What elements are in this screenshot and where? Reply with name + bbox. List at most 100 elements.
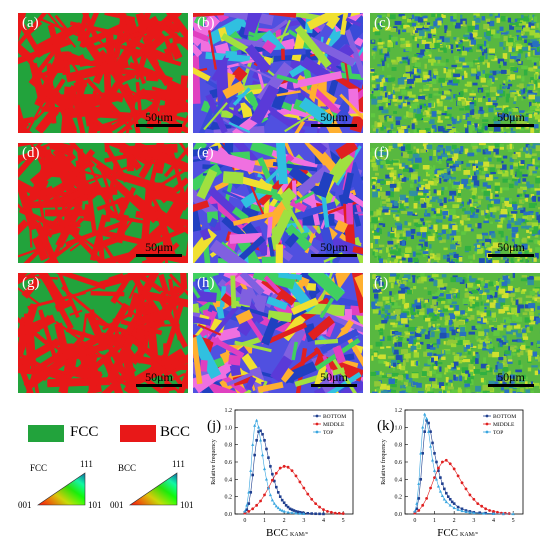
legend-label: MIDDLE: [493, 422, 515, 428]
data-point: [429, 486, 432, 490]
data-point: [314, 502, 318, 505]
data-point: [431, 441, 434, 445]
data-point: [284, 504, 288, 507]
data-point: [290, 469, 294, 473]
data-point: [251, 473, 254, 477]
data-point: [292, 509, 296, 512]
scale-bar-label: 50μm: [320, 370, 348, 384]
micrograph-panel-g: (g) 50μm: [18, 273, 188, 393]
data-point: [432, 468, 437, 472]
fcc-ipf-triangle-legend: FCC 111 001 101: [0, 455, 102, 515]
bcc-ipf-triangle-legend: BCC 111 001 101: [100, 455, 200, 515]
series-line-bottom: [414, 419, 504, 515]
data-point: [439, 476, 442, 479]
scale-bar-label: 50μm: [497, 370, 525, 384]
data-point: [306, 492, 310, 496]
kam-map-image: [370, 273, 540, 393]
data-point: [314, 512, 317, 516]
data-point: [446, 495, 450, 498]
series-line-middle: [414, 459, 510, 514]
data-point: [440, 494, 444, 497]
data-point: [268, 493, 272, 497]
data-point: [492, 510, 495, 513]
x-tick-label: 5: [342, 518, 345, 524]
data-point: [484, 511, 487, 515]
scale-bar: 50μm: [311, 371, 357, 387]
data-point: [450, 500, 454, 504]
data-point: [255, 439, 258, 442]
data-point: [468, 493, 472, 497]
data-point: [274, 471, 278, 475]
panel-label: (c): [374, 15, 391, 31]
scale-bar-label: 50μm: [145, 370, 173, 384]
data-point: [476, 502, 480, 505]
scale-bar: 50μm: [311, 241, 357, 257]
scale-bar: 50μm: [488, 111, 534, 127]
y-tick-label: 0.8: [225, 443, 233, 449]
data-point: [417, 481, 421, 485]
data-point: [247, 490, 251, 494]
y-axis-label: Relative frequency: [210, 439, 217, 484]
data-point: [484, 507, 488, 511]
data-point: [251, 442, 255, 446]
data-point: [488, 509, 491, 512]
data-point: [329, 510, 333, 514]
ipf-map-image: [193, 143, 363, 263]
chart-panel-label: (k): [377, 418, 395, 434]
data-point: [286, 505, 290, 509]
y-tick-label: 1.0: [225, 425, 233, 431]
data-point: [247, 510, 251, 513]
bcc-kam-chart: 0 1 2 3 4 5 0.0 0.2 0.4 0.6 0.8 1.0 1.2 Relative freq…: [207, 408, 354, 539]
data-point: [298, 480, 302, 484]
data-point: [259, 429, 262, 433]
bcc-ipf-001-label: 001: [110, 500, 124, 510]
data-point: [302, 512, 306, 515]
legend-marker: [315, 414, 319, 418]
data-point: [270, 478, 274, 482]
x-tick-label: 1: [433, 518, 436, 524]
data-point: [437, 469, 440, 472]
legend-marker: [485, 422, 489, 426]
data-point: [425, 416, 429, 420]
data-point: [433, 452, 436, 455]
bcc-ipf-101-label: 101: [180, 500, 194, 510]
data-point: [444, 458, 448, 462]
x-axis-unit: KAM/°: [460, 531, 479, 538]
y-tick-label: 1.0: [395, 425, 403, 431]
data-point: [456, 505, 460, 509]
x-tick-label: 2: [453, 518, 456, 524]
data-point: [271, 472, 274, 476]
scale-bar-label: 50μm: [145, 240, 173, 254]
panel-label: (i): [374, 275, 389, 291]
y-tick-label: 0.0: [225, 512, 233, 518]
data-point: [245, 503, 249, 507]
data-point: [270, 498, 274, 502]
data-point: [298, 511, 302, 515]
data-point: [255, 418, 259, 422]
fcc-legend-label: FCC: [70, 424, 99, 440]
data-point: [460, 507, 464, 511]
data-point: [421, 503, 425, 507]
legend-label: BOTTOM: [323, 414, 346, 420]
data-point: [417, 497, 421, 500]
x-tick-label: 4: [492, 518, 495, 524]
y-tick-label: 0.6: [395, 460, 403, 466]
data-point: [438, 489, 442, 493]
scale-bar: 50μm: [488, 241, 534, 257]
fcc-kam-chart: 0 1 2 3 4 5 0.0 0.2 0.4 0.6 0.8 1.0 1.2 Relative freq…: [377, 408, 524, 539]
data-point: [282, 501, 286, 505]
data-point: [456, 507, 460, 511]
data-point: [472, 511, 476, 515]
data-point: [456, 474, 460, 478]
data-point: [272, 501, 276, 505]
data-point: [429, 430, 432, 433]
data-point: [266, 486, 271, 490]
micrograph-panel-d: (d) 50μm: [18, 143, 188, 263]
data-point: [480, 504, 484, 508]
panel-label: (b): [197, 15, 215, 31]
panel-label: (f): [374, 145, 389, 161]
data-point: [442, 497, 446, 501]
data-point: [445, 491, 448, 495]
fcc-ipf-phase-label: FCC: [30, 463, 48, 473]
data-point: [253, 453, 256, 457]
